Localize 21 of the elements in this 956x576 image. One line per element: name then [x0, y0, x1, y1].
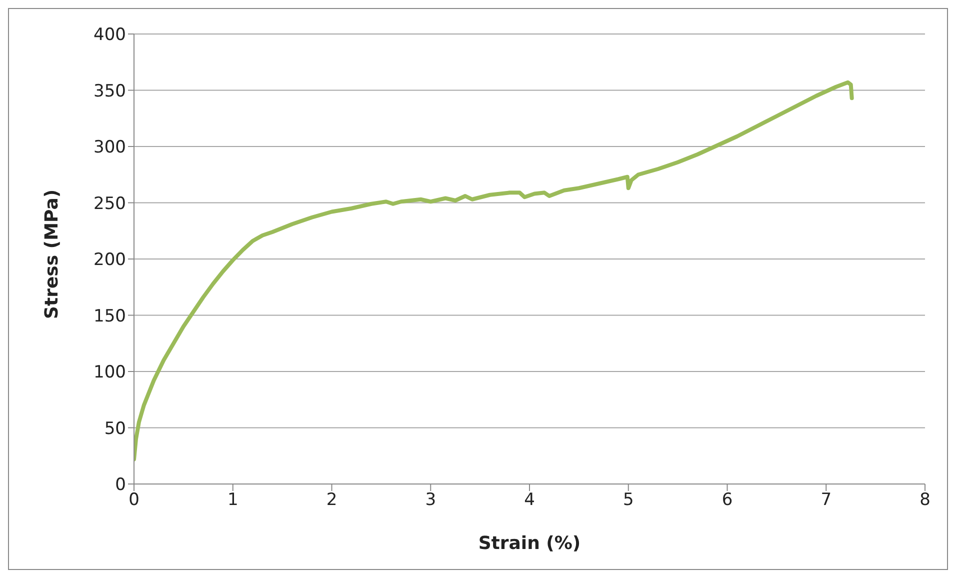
- x-tick-label: 4: [524, 490, 535, 510]
- y-tick-label: 150: [94, 306, 126, 326]
- x-tick-label: 8: [920, 490, 930, 510]
- y-tick-label: 400: [94, 25, 126, 46]
- y-tick-label: 0: [115, 475, 126, 496]
- x-tick-label: 7: [820, 490, 832, 510]
- x-tick-label: 0: [128, 490, 140, 510]
- y-axis-title: Stress (MPa): [41, 189, 62, 319]
- y-tick-label: 350: [94, 81, 126, 102]
- y-tick-label: 50: [104, 418, 126, 439]
- x-tick-label: 5: [622, 490, 634, 510]
- y-tick-label: 100: [94, 362, 126, 383]
- y-tick-label: 200: [94, 250, 126, 270]
- y-tick-label: 250: [94, 194, 126, 214]
- x-tick-label: 6: [722, 490, 733, 510]
- line-series: [134, 80, 854, 462]
- x-tick-label: 3: [425, 490, 436, 510]
- x-axis-title: Strain (%): [478, 533, 581, 554]
- x-tick-label: 2: [326, 490, 338, 510]
- y-tick-label: 300: [94, 138, 126, 158]
- x-tick-label: 1: [227, 490, 238, 510]
